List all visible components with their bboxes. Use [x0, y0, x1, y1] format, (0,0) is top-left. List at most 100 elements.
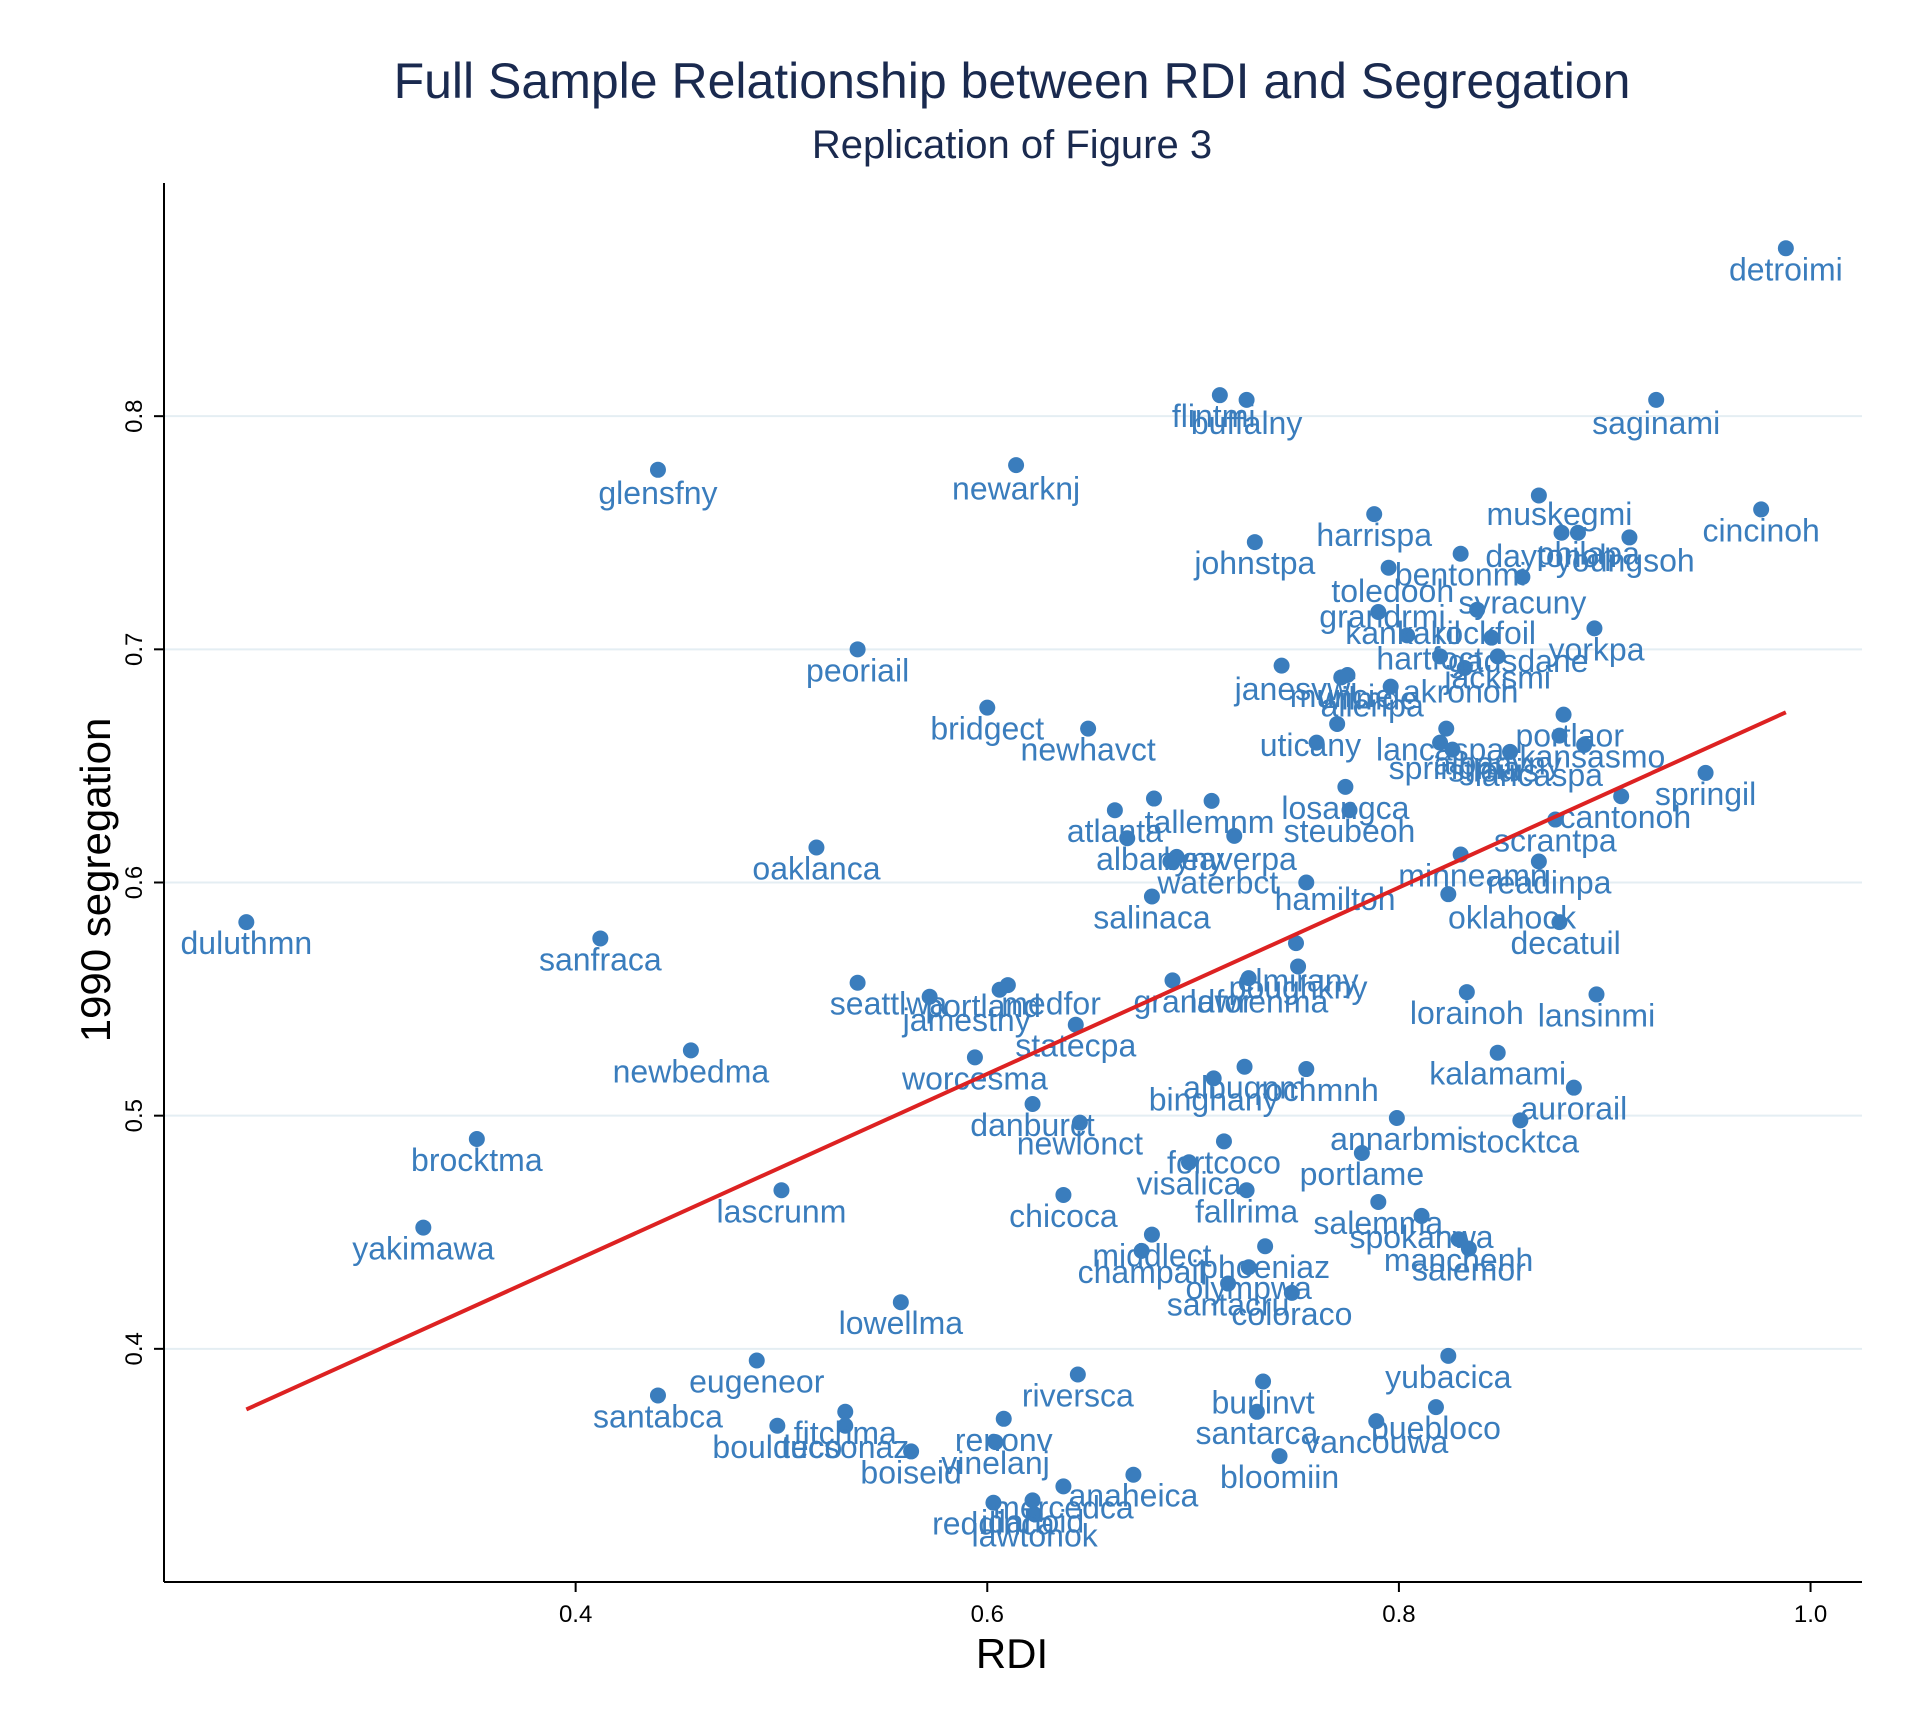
data-label: duluthmn — [181, 925, 313, 961]
data-point — [1238, 391, 1255, 408]
data-point — [1489, 1044, 1506, 1061]
data-point — [1514, 569, 1531, 586]
data-point — [1226, 827, 1243, 844]
data-point — [966, 1049, 983, 1066]
data-label: decatuil — [1510, 925, 1620, 961]
data-label: grandfor — [1133, 983, 1253, 1019]
data-point — [238, 914, 255, 931]
data-point — [1248, 1403, 1265, 1420]
gridlines — [164, 415, 1862, 1350]
data-point — [1026, 1506, 1043, 1523]
data-point — [1133, 1242, 1150, 1259]
data-label: springil — [1655, 776, 1756, 812]
data-point — [1440, 1347, 1457, 1364]
data-point — [1106, 802, 1123, 819]
data-label: peoriail — [806, 652, 909, 688]
data-label: jamestny — [902, 1002, 1031, 1038]
y-axis-title: 1990 segregation — [72, 718, 119, 1043]
data-label: tallemnm — [1145, 804, 1275, 840]
data-point — [1329, 715, 1346, 732]
data-point — [1298, 874, 1315, 891]
data-point — [1353, 1144, 1370, 1161]
data-label: scrantpa — [1494, 823, 1617, 859]
data-label: visalica — [1137, 1165, 1242, 1201]
data-label: losangca — [1281, 790, 1409, 826]
data-point — [1240, 1259, 1257, 1276]
data-label: lascrunm — [717, 1193, 847, 1229]
x-tick-label: 0.6 — [971, 1601, 1004, 1628]
y-tick-label: 0.6 — [121, 866, 148, 899]
data-point — [1432, 734, 1449, 751]
data-label: lorainoh — [1410, 995, 1524, 1031]
data-point — [1621, 529, 1638, 546]
data-label: stocktca — [1462, 1123, 1580, 1159]
data-point — [1450, 1231, 1467, 1248]
data-point — [1145, 790, 1162, 807]
data-point — [985, 1494, 1002, 1511]
data-point — [1460, 1240, 1477, 1257]
data-label: vinelanj — [941, 1445, 1050, 1481]
data-point — [921, 988, 938, 1005]
data-point — [748, 1352, 765, 1369]
data-label: poughkny — [1229, 969, 1368, 1005]
data-point — [1067, 1016, 1084, 1033]
data-label: youngsoh — [1556, 543, 1695, 579]
data-point — [1551, 914, 1568, 931]
data-label: phoeniaz — [1200, 1249, 1330, 1285]
data-point — [1648, 391, 1665, 408]
data-point — [892, 1294, 909, 1311]
data-point — [1440, 886, 1457, 903]
data-point — [987, 1434, 1004, 1451]
data-point — [995, 1410, 1012, 1427]
data-points — [238, 240, 1794, 1523]
x-tick-label: 0.8 — [1382, 1601, 1415, 1628]
fit-line-group — [245, 710, 1787, 1412]
x-tick-label: 0.4 — [559, 1601, 592, 1628]
data-label: johnstpa — [1193, 545, 1315, 581]
data-point — [1341, 802, 1358, 819]
data-point — [1489, 648, 1506, 665]
data-label: lawtonok — [971, 1517, 1098, 1553]
data-label: wilmde — [1317, 680, 1418, 716]
y-tick-label: 0.4 — [121, 1332, 148, 1365]
data-point — [1399, 627, 1416, 644]
data-point — [1337, 778, 1354, 795]
data-label: toledooh — [1331, 573, 1454, 609]
data-point — [769, 1417, 786, 1434]
data-point — [592, 930, 609, 947]
data-point — [1164, 972, 1181, 989]
data-label: cincinoh — [1702, 512, 1819, 548]
data-label: lansinmi — [1538, 997, 1655, 1033]
data-point — [1588, 986, 1605, 1003]
data-point — [1205, 1070, 1222, 1087]
data-label: olympwa — [1186, 1270, 1312, 1306]
data-point — [1388, 1109, 1405, 1126]
data-point — [1368, 1413, 1385, 1430]
data-label: riversca — [1022, 1377, 1134, 1413]
data-point — [1211, 387, 1228, 404]
data-label: hartfoct — [1376, 641, 1483, 677]
data-label: rochmnh — [1254, 1072, 1379, 1108]
data-point — [1697, 764, 1714, 781]
data-label: akronoh — [1403, 673, 1519, 709]
data-label: mercedca — [993, 1489, 1134, 1525]
data-label: bloomiin — [1220, 1459, 1339, 1495]
data-label: portland — [925, 988, 1041, 1024]
data-point — [903, 1443, 920, 1460]
data-point — [1143, 888, 1160, 905]
data-label: lancaspa — [1475, 757, 1603, 793]
data-label: kankakil — [1345, 615, 1461, 651]
data-point — [1024, 1492, 1041, 1509]
data-label: oaklanca — [752, 851, 880, 887]
data-point — [1055, 1478, 1072, 1495]
data-point — [849, 641, 866, 658]
data-label: reddinca — [932, 1506, 1055, 1542]
data-label: bentonmi — [1395, 557, 1527, 593]
data-label: lowellma — [839, 1305, 964, 1341]
data-label: spokanwa — [1350, 1219, 1494, 1255]
data-label: buffalny — [1191, 405, 1303, 441]
data-label: bouldeco — [712, 1429, 842, 1465]
data-label: atlanta — [1067, 813, 1163, 849]
